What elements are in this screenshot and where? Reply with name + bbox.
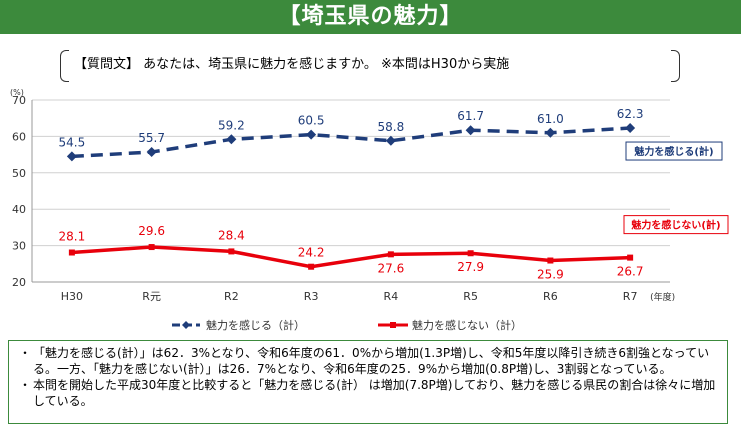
y-tick-label: 20 bbox=[12, 276, 26, 289]
data-point-marker bbox=[385, 135, 396, 146]
note-bullet: ・ bbox=[19, 378, 32, 392]
y-tick-label: 60 bbox=[12, 130, 26, 143]
data-label: 28.1 bbox=[59, 230, 86, 244]
data-label: 60.5 bbox=[298, 114, 325, 128]
series-line-1 bbox=[71, 126, 631, 159]
data-point-marker bbox=[146, 147, 157, 158]
data-label: 24.2 bbox=[298, 246, 325, 260]
data-point-marker bbox=[308, 263, 315, 270]
x-unit-label: (年度) bbox=[650, 291, 675, 303]
data-point-marker bbox=[148, 244, 155, 251]
note-item: ・ 本問を開始した平成30年度と比較すると「魅力を感じる(計） は増加(7.8P… bbox=[19, 377, 719, 409]
legend-label-2: 魅力を感じない（計） bbox=[412, 318, 522, 332]
data-point-marker bbox=[625, 123, 636, 134]
data-label: 25.9 bbox=[537, 268, 564, 282]
data-point-marker bbox=[226, 134, 237, 145]
series-line-2 bbox=[71, 245, 631, 269]
data-point-marker bbox=[465, 125, 476, 136]
data-label: 59.2 bbox=[218, 118, 245, 132]
page-title: 【埼玉県の魅力】 bbox=[0, 0, 741, 34]
data-point-marker bbox=[228, 248, 235, 255]
data-point-marker bbox=[467, 250, 474, 257]
data-label: 62.3 bbox=[617, 107, 644, 121]
note-text: 本問を開始した平成30年度と比較すると「魅力を感じる(計） は増加(7.8P増)… bbox=[33, 378, 716, 408]
note-bullet: ・ bbox=[19, 346, 32, 360]
x-tick-label: R6 bbox=[543, 290, 558, 303]
y-unit-label: (%) bbox=[10, 88, 24, 97]
x-tick-label: H30 bbox=[61, 290, 83, 303]
question-text: 【質問文】 あなたは、埼玉県に魅力を感じますか。 ※本問はH30から実施 bbox=[74, 57, 510, 72]
bracket-left bbox=[60, 50, 69, 82]
note-item: ・ 「魅力を感じる(計）」は62．3%となり、令和6年度の61．0%から増加(1… bbox=[19, 345, 719, 377]
data-point-marker bbox=[387, 251, 394, 258]
data-point-marker bbox=[66, 151, 77, 162]
x-tick-label: R3 bbox=[304, 290, 319, 303]
data-label: 29.6 bbox=[138, 224, 165, 238]
y-tick-label: 30 bbox=[12, 240, 26, 253]
data-label: 61.0 bbox=[537, 112, 564, 126]
x-tick-label: R5 bbox=[463, 290, 478, 303]
data-point-marker bbox=[627, 254, 634, 261]
data-label: 54.5 bbox=[59, 135, 86, 149]
legend-marker-1 bbox=[182, 321, 190, 329]
note-text: 「魅力を感じる(計）」は62．3%となり、令和6年度の61．0%から増加(1.3… bbox=[33, 346, 710, 376]
data-label: 55.7 bbox=[138, 131, 165, 145]
y-tick-label: 40 bbox=[12, 203, 26, 216]
data-label: 58.8 bbox=[378, 120, 405, 134]
series-label-box bbox=[625, 141, 723, 161]
bracket-right bbox=[671, 50, 680, 82]
data-point-marker bbox=[306, 129, 317, 140]
data-label: 26.7 bbox=[617, 265, 644, 279]
data-label: 28.4 bbox=[218, 228, 245, 242]
y-tick-label: 50 bbox=[12, 167, 26, 180]
x-tick-label: R2 bbox=[224, 290, 239, 303]
data-point-marker bbox=[68, 249, 75, 256]
data-label: 27.9 bbox=[457, 260, 484, 274]
x-tick-label: R7 bbox=[623, 290, 638, 303]
legend-marker-2 bbox=[390, 322, 396, 328]
x-tick-label: R4 bbox=[384, 290, 399, 303]
y-tick-label: 70 bbox=[12, 94, 26, 107]
series-label: 魅力を感じない(計) bbox=[631, 219, 720, 232]
series-label-box bbox=[623, 215, 729, 235]
data-label: 61.7 bbox=[457, 109, 484, 123]
line-chart: 20 30 40 50 60 70(%) H30 R元 R2 R3 R4 R5 R6 R7 (年度) 54.5… bbox=[10, 88, 729, 332]
data-point-marker bbox=[545, 127, 556, 138]
data-label: 27.6 bbox=[378, 261, 405, 275]
x-tick-label: R元 bbox=[142, 290, 161, 303]
legend-label-1: 魅力を感じる（計） bbox=[206, 318, 305, 332]
data-point-marker bbox=[547, 257, 554, 264]
notes-box: ・ 「魅力を感じる(計）」は62．3%となり、令和6年度の61．0%から増加(1… bbox=[8, 340, 728, 424]
series-label: 魅力を感じる(計) bbox=[634, 145, 713, 158]
question-box: 【質問文】 あなたは、埼玉県に魅力を感じますか。 ※本問はH30から実施 bbox=[60, 50, 680, 82]
